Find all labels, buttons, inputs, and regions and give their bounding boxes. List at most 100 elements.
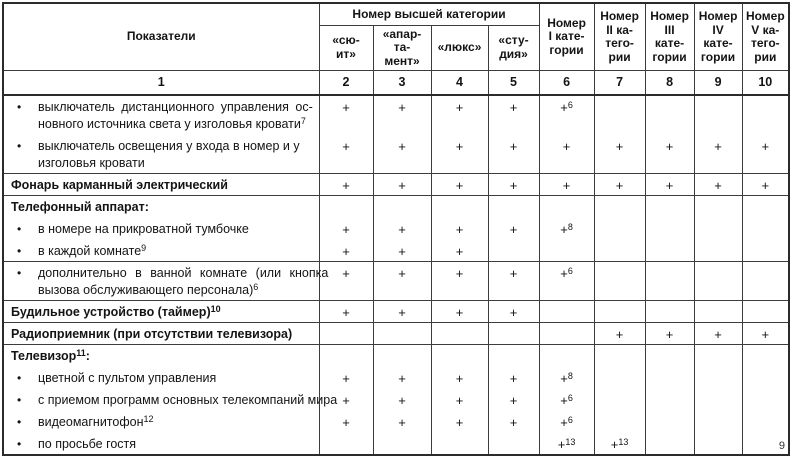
table-body: • выключатель дистанционного управления о… <box>2 94 790 455</box>
value-cell: + <box>741 94 790 174</box>
col-header-category-1: Номер I кате- гории <box>538 2 595 71</box>
value-cell <box>593 194 646 262</box>
plus-mark <box>432 326 488 343</box>
table-row: Фонарь карманный электрический + + + + + + + + + <box>2 172 790 196</box>
plus-mark <box>646 414 694 431</box>
plus-mark <box>646 348 694 365</box>
indicator-text: выключатель освещения у входа в номер и … <box>38 138 315 172</box>
value-cell: + + <box>430 94 489 174</box>
value-cell: + + <box>372 94 432 174</box>
indicator-line: по просьбе гостя <box>38 436 137 451</box>
plus-mark: + <box>455 177 464 193</box>
value-cell: + <box>593 321 646 345</box>
plus-mark <box>743 392 789 409</box>
value-cell: + + + <box>487 343 540 455</box>
plus-mark <box>695 370 742 387</box>
indicator-line: видеомагнитофон12 <box>38 413 154 429</box>
indicator-cell: Радиоприемник (при отсутствии телевизора… <box>2 321 320 345</box>
plus-mark <box>320 199 373 216</box>
value-cell: +8 +6 +6 +13 <box>538 343 595 455</box>
indicator-line: дополнительно в ванной комнате (или кноп… <box>38 265 329 280</box>
plus-mark: + <box>455 243 464 259</box>
plus-mark <box>743 199 789 216</box>
indicator-line: цветной с пультом управления <box>38 370 217 385</box>
value-cell <box>644 299 695 323</box>
table-row: Будильное устройство (таймер)10 + + + + <box>2 299 790 323</box>
value-cell: +13 <box>593 343 646 455</box>
value-cell: + <box>741 321 790 345</box>
plus-mark <box>595 199 645 216</box>
plus-mark: + <box>455 99 464 115</box>
col-number: 8 <box>644 70 695 96</box>
plus-mark <box>320 436 373 453</box>
plus-mark: + <box>509 138 518 154</box>
plus-mark: + <box>665 177 674 193</box>
indicator-item: • в каждой комнате9 <box>4 243 315 260</box>
indicator-cell: Телевизор11: • цветной с пультом управлени… <box>2 343 338 455</box>
plus-mark <box>540 326 594 343</box>
value-cell <box>693 299 743 323</box>
plus-mark <box>595 370 645 387</box>
plus-mark: + <box>562 177 571 193</box>
indicator-item: • выключатель освещения у входа в номер и… <box>4 138 315 172</box>
bullet-icon: • <box>17 392 22 407</box>
value-cell: + + + <box>372 343 432 455</box>
value-cell: + <box>693 172 743 196</box>
plus-mark <box>595 243 645 260</box>
value-cell: + <box>538 172 595 196</box>
indicator-line: Радиоприемник (при отсутствии телевизора… <box>11 326 293 341</box>
plus-mark: + <box>509 221 518 237</box>
col-number: 5 <box>487 70 540 96</box>
plus-mark <box>489 326 539 343</box>
plus-mark: + <box>562 138 571 154</box>
plus-mark: + <box>509 392 518 408</box>
plus-mark <box>540 199 594 216</box>
bullet-icon: • <box>17 243 22 258</box>
footnote-ref: 8 <box>567 370 573 381</box>
footnote-ref: 13 <box>565 436 576 447</box>
plus-mark: + <box>714 177 722 193</box>
plus-mark: + <box>761 177 770 193</box>
indicator-cell: Будильное устройство (таймер)10 <box>2 299 320 323</box>
plus-mark: + <box>398 138 406 154</box>
value-cell <box>693 343 743 455</box>
plus-mark: + <box>398 304 406 320</box>
value-cell <box>538 299 595 323</box>
plus-mark <box>695 243 742 260</box>
plus-mark: + <box>342 414 350 430</box>
plus-mark <box>743 304 789 321</box>
plus-mark <box>743 414 789 431</box>
plus-mark: + <box>398 99 406 115</box>
bullet-icon: • <box>17 265 22 280</box>
bullet-icon: • <box>17 436 22 451</box>
plus-mark <box>646 99 694 133</box>
footnote-ref: 6 <box>253 281 259 292</box>
value-cell: + + <box>372 194 432 262</box>
plus-mark: + <box>342 243 350 259</box>
plus-mark <box>743 348 789 365</box>
indicator-item: Радиоприемник (при отсутствии телевизора… <box>4 326 315 343</box>
plus-mark: + <box>398 392 406 408</box>
plus-mark <box>595 392 645 409</box>
value-cell: + <box>644 172 695 196</box>
footnote-ref: 6 <box>567 414 573 425</box>
plus-mark <box>489 436 539 453</box>
plus-mark: +13 <box>610 436 629 452</box>
plus-mark <box>646 265 694 299</box>
indicator-item: • по просьбе гостя <box>4 436 315 453</box>
plus-mark <box>595 221 645 238</box>
plus-mark <box>374 326 431 343</box>
plus-mark: + <box>455 304 464 320</box>
value-cell: + <box>487 260 540 301</box>
plus-mark: + <box>615 177 624 193</box>
indicator-text: Фонарь карманный электрический <box>4 177 315 194</box>
plus-mark <box>695 304 742 321</box>
plus-mark: + <box>342 99 350 115</box>
indicator-item: • выключатель дистанционного управления о… <box>4 99 315 133</box>
indicator-text: Телефонный аппарат: <box>4 199 315 216</box>
indicator-line: в каждой комнате9 <box>38 242 147 258</box>
indicator-line: с приемом программ основных телекомпаний… <box>38 392 338 407</box>
column-numbers-row: 1 2 3 4 5 6 7 8 9 10 <box>2 70 790 96</box>
plus-mark <box>540 348 594 365</box>
